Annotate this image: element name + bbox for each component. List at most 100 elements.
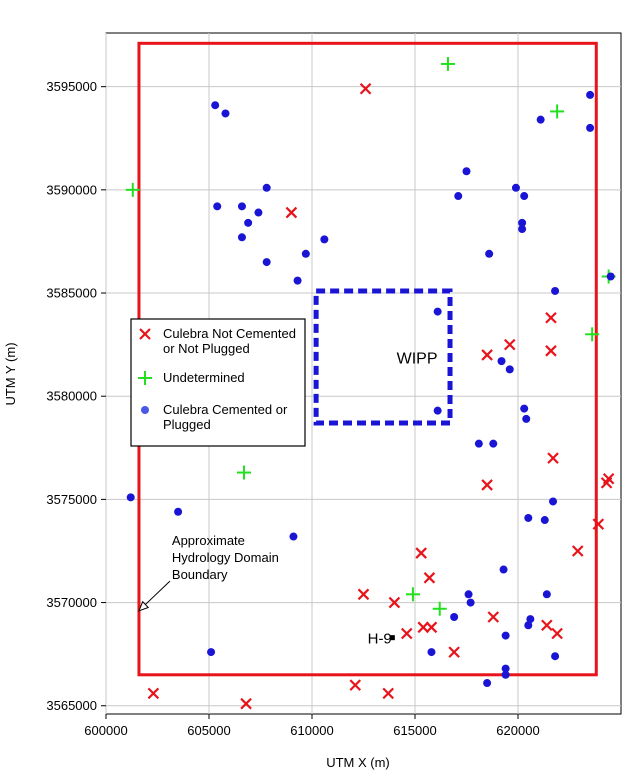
- not-cemented-point: [545, 312, 557, 324]
- cemented-point: [207, 648, 216, 657]
- cemented-point: [433, 406, 442, 415]
- cemented-point: [320, 235, 329, 244]
- not-cemented-point: [400, 627, 413, 640]
- wipp-boundary: [313, 288, 453, 426]
- x-marker-stroke: [349, 679, 362, 691]
- x-marker-stroke: [400, 627, 413, 640]
- cemented-point: [462, 167, 471, 176]
- x-marker-stroke: [415, 547, 427, 559]
- not-cemented-point: [545, 345, 557, 357]
- domain-annotation-line: Boundary: [172, 567, 228, 582]
- y-tick-label: 3590000: [46, 182, 97, 197]
- x-marker-stroke: [545, 312, 557, 324]
- cemented-point: [518, 225, 527, 234]
- cemented-point: [505, 365, 514, 374]
- not-cemented-point: [349, 679, 362, 691]
- x-marker-stroke: [551, 627, 563, 640]
- not-cemented-point: [147, 687, 160, 700]
- cemented-point: [526, 615, 535, 624]
- not-cemented-point: [487, 611, 500, 623]
- cemented-point: [485, 249, 494, 258]
- cemented-point: [497, 357, 506, 366]
- cemented-point: [522, 414, 531, 423]
- h9-label: H-9: [368, 631, 392, 648]
- legend-label: or Not Plugged: [163, 341, 250, 356]
- y-axis-label: UTM Y (m): [3, 342, 18, 405]
- cemented-point: [524, 621, 533, 630]
- legend-label: Culebra Not Cemented: [163, 326, 296, 341]
- domain-boundary-annotation: Approximate Hydrology Domain Boundary: [172, 533, 279, 582]
- undetermined-point: [432, 601, 447, 616]
- cemented-point: [501, 664, 510, 673]
- x-marker-stroke: [147, 687, 160, 700]
- x-marker-stroke: [423, 572, 436, 584]
- x-marker-stroke: [481, 479, 493, 491]
- cemented-point: [524, 513, 533, 522]
- not-cemented-point: [415, 547, 427, 559]
- not-cemented-point: [481, 349, 493, 361]
- cemented-point: [254, 208, 263, 217]
- cemented-point: [489, 439, 498, 448]
- cemented-point: [433, 307, 442, 316]
- x-marker-stroke: [285, 206, 298, 219]
- cemented-point: [237, 202, 246, 211]
- x-marker-stroke: [139, 328, 151, 340]
- y-tick-label: 3595000: [46, 79, 97, 94]
- x-marker-stroke: [541, 619, 553, 632]
- not-cemented-point: [551, 627, 563, 640]
- legend-marker: [141, 406, 149, 414]
- cemented-point: [262, 183, 271, 192]
- cemented-point: [221, 109, 230, 118]
- cemented-point: [466, 598, 475, 607]
- cemented-point: [262, 258, 271, 267]
- x-marker-stroke: [481, 349, 493, 361]
- domain-boundary-arrowhead: [138, 600, 150, 612]
- undetermined-point: [125, 182, 140, 197]
- y-tick-label: 3575000: [46, 492, 97, 507]
- not-cemented-point: [547, 452, 559, 464]
- y-axis-ticks: 3565000 3570000 3575000 3580000 3585000 35900…: [46, 79, 106, 713]
- h9-well-marker: [389, 635, 395, 641]
- x-marker-stroke: [545, 345, 557, 357]
- cemented-point: [586, 123, 595, 132]
- cemented-point: [483, 679, 492, 688]
- wipp-label: WIPP: [397, 350, 438, 367]
- cemented-point: [586, 90, 595, 99]
- legend-label: Undetermined: [163, 370, 245, 385]
- x-tick-label: 610000: [290, 723, 333, 738]
- y-tick-label: 3565000: [46, 698, 97, 713]
- x-marker-stroke: [240, 697, 252, 710]
- cemented-point: [551, 286, 560, 295]
- x-marker-stroke: [487, 611, 500, 623]
- not-cemented-point: [448, 646, 460, 658]
- undetermined-point: [440, 56, 455, 71]
- x-marker-stroke: [448, 646, 460, 658]
- legend-label: Culebra Cemented or: [163, 402, 288, 417]
- not-cemented-point: [285, 206, 298, 219]
- undetermined-point: [237, 465, 252, 480]
- x-marker-stroke: [425, 621, 438, 634]
- x-tick-label: 605000: [187, 723, 230, 738]
- cemented-point: [174, 507, 183, 516]
- x-marker-stroke: [571, 545, 584, 557]
- cemented-point: [520, 192, 529, 201]
- not-cemented-point: [541, 619, 553, 632]
- x-marker-stroke: [382, 687, 394, 700]
- undetermined-point: [585, 327, 600, 342]
- cemented-point: [520, 404, 529, 413]
- not-cemented-point: [357, 588, 370, 601]
- cemented-point: [427, 648, 436, 657]
- cemented-point: [518, 218, 527, 227]
- cemented-point: [501, 670, 510, 679]
- x-marker-stroke: [600, 477, 613, 489]
- not-cemented-point: [600, 477, 613, 489]
- x-marker-stroke: [503, 338, 516, 351]
- not-cemented-point: [592, 518, 605, 530]
- domain-annotation-line: Approximate: [172, 533, 245, 548]
- cemented-point: [211, 101, 220, 110]
- cemented-point: [450, 613, 459, 622]
- x-axis-label: UTM X (m): [326, 755, 390, 770]
- not-cemented-point: [382, 687, 394, 700]
